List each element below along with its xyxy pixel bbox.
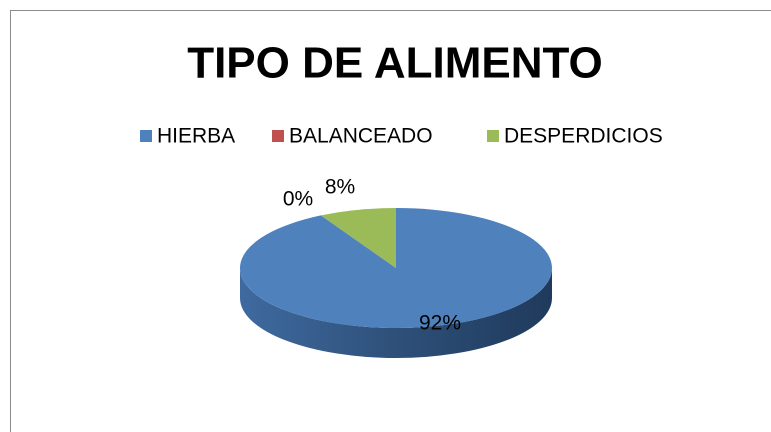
legend-swatch [140,130,152,142]
pie-slice [320,208,396,268]
data-label: 0% [283,188,313,211]
data-label: 8% [325,176,355,199]
data-label: 92% [419,312,461,335]
legend-label: HIERBA [157,125,235,148]
pie-side [240,268,552,358]
legend-swatch [272,130,284,142]
legend-swatch [487,130,499,142]
legend-label: BALANCEADO [289,125,433,148]
chart-title: TIPO DE ALIMENTO [187,39,603,88]
legend-label: DESPERDICIOS [504,125,663,148]
pie-slice [239,208,552,328]
